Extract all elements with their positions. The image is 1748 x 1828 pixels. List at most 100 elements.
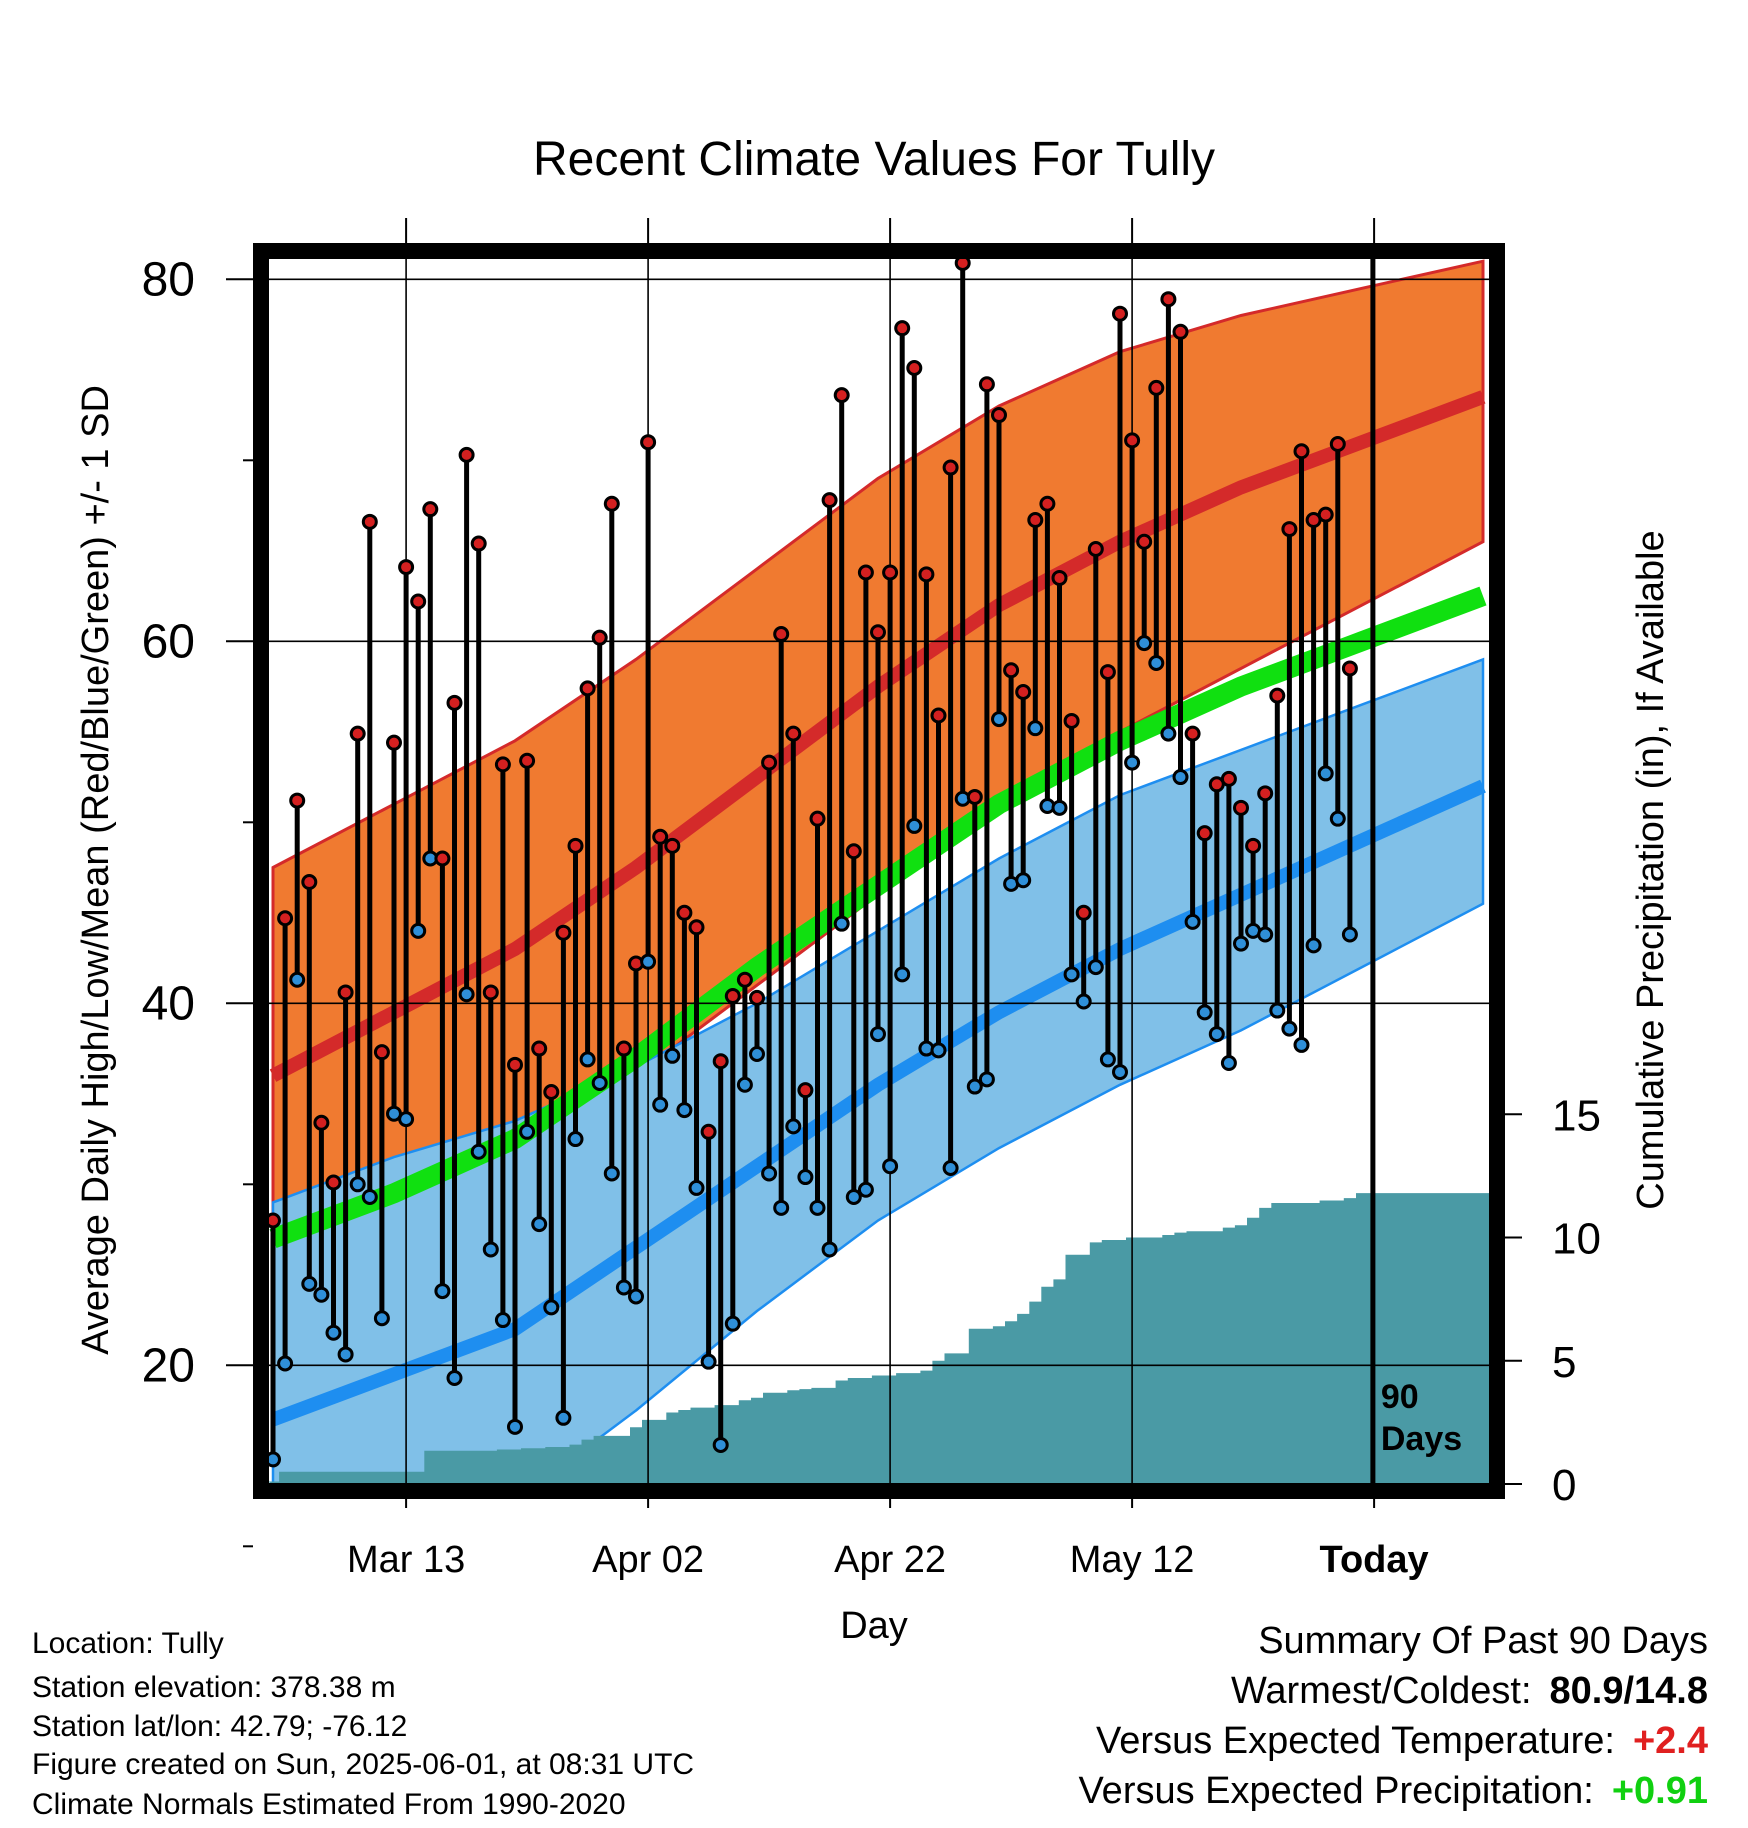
daily-low-point xyxy=(555,1409,572,1426)
daily-low-point xyxy=(507,1418,523,1435)
daily-high-point xyxy=(1317,506,1334,523)
chart-title: Recent Climate Values For Tully xyxy=(533,133,1215,186)
daily-high-point xyxy=(361,513,378,530)
daily-high-point xyxy=(1039,495,1056,512)
daily-low-point xyxy=(494,1312,511,1329)
daily-low-point xyxy=(664,1047,681,1064)
daily-high-point xyxy=(1087,540,1104,557)
daily-high-point xyxy=(833,387,850,404)
elevation-text: Station elevation: 378.38 m xyxy=(32,1671,396,1704)
daily-high-point xyxy=(882,564,899,581)
daily-high-point xyxy=(1148,379,1165,396)
daily-low-point xyxy=(458,986,475,1003)
daily-high-point xyxy=(991,407,1007,424)
daily-low-point xyxy=(361,1188,378,1205)
daily-low-point xyxy=(1112,1064,1128,1081)
daily-low-point xyxy=(313,1286,330,1303)
x-tick-label: Apr 22 xyxy=(834,1539,946,1581)
daily-low-point xyxy=(785,1118,802,1135)
daily-low-point xyxy=(567,1131,584,1148)
daily-low-point xyxy=(991,711,1007,728)
daily-low-point xyxy=(797,1169,814,1186)
daily-low-point xyxy=(1220,1055,1237,1072)
precip-label: Versus Expected Precipitation: xyxy=(1078,1770,1594,1812)
daily-low-point xyxy=(966,1078,983,1095)
daily-high-point xyxy=(1003,662,1020,679)
daily-low-point xyxy=(736,1076,753,1093)
x-tick-label: Mar 13 xyxy=(347,1539,465,1581)
daily-high-point xyxy=(458,446,475,463)
daily-low-point xyxy=(337,1346,354,1363)
daily-low-point xyxy=(1281,1020,1298,1037)
daily-high-point xyxy=(543,1083,560,1100)
daily-low-point xyxy=(373,1310,390,1327)
daily-high-point xyxy=(1124,432,1141,449)
daily-low-point xyxy=(676,1102,693,1119)
daily-high-point xyxy=(676,904,693,921)
daily-high-point xyxy=(1196,825,1213,842)
daily-high-point xyxy=(1160,291,1177,308)
warm-cold-value: 80.9/14.8 xyxy=(1549,1670,1708,1712)
y-tick-label: 40 xyxy=(142,977,195,1030)
daily-high-point xyxy=(1269,687,1286,704)
daily-high-point xyxy=(422,501,439,518)
daily-high-point xyxy=(712,1053,729,1070)
daily-low-point xyxy=(1341,926,1358,943)
daily-low-point xyxy=(870,1026,886,1043)
daily-low-point xyxy=(1305,937,1322,954)
daily-low-point xyxy=(591,1074,608,1091)
precip-value: +0.91 xyxy=(1611,1770,1708,1812)
daily-low-point xyxy=(1087,959,1104,976)
daily-high-point xyxy=(1329,436,1346,453)
daily-high-point xyxy=(749,989,765,1006)
daily-low-point xyxy=(1124,754,1141,771)
daily-high-point xyxy=(1075,904,1092,921)
daily-high-point xyxy=(1341,660,1358,677)
daily-low-point xyxy=(930,1042,947,1059)
daily-high-point xyxy=(918,566,935,583)
daily-high-point xyxy=(446,694,463,711)
daily-high-point xyxy=(1063,712,1080,729)
daily-high-point xyxy=(809,810,826,827)
daily-high-point xyxy=(1015,683,1032,700)
daily-high-point xyxy=(410,593,427,610)
daily-low-point xyxy=(906,817,923,834)
daily-high-point xyxy=(494,756,511,773)
daily-high-point xyxy=(603,495,620,512)
daily-low-point xyxy=(1172,769,1189,786)
summary-warm-cold: Warmest/Coldest: 80.9/14.8 xyxy=(1231,1670,1708,1713)
daily-high-point xyxy=(337,984,354,1001)
daily-low-point xyxy=(268,1451,281,1468)
daily-low-point xyxy=(1015,872,1032,889)
daily-high-point xyxy=(1257,785,1274,802)
daily-high-point xyxy=(398,559,415,576)
y-right-tick-label: 15 xyxy=(1552,1091,1601,1140)
daily-high-point xyxy=(1245,837,1262,854)
daily-low-point xyxy=(942,1160,959,1177)
daily-low-point xyxy=(1027,720,1044,737)
daily-low-point xyxy=(628,1288,644,1305)
daily-high-point xyxy=(1099,664,1116,681)
daily-high-point xyxy=(507,1056,523,1073)
daily-high-point xyxy=(434,850,451,867)
daily-high-point xyxy=(567,837,584,854)
daily-low-point xyxy=(1075,993,1092,1010)
location-text: Location: Tully xyxy=(32,1627,224,1660)
summary-precip: Versus Expected Precipitation: +0.91 xyxy=(1078,1770,1708,1813)
daily-low-point xyxy=(809,1199,826,1216)
temp-value: +2.4 xyxy=(1632,1720,1708,1762)
daily-low-point xyxy=(821,1241,838,1258)
daily-high-point xyxy=(870,624,886,641)
y-tick-label: 60 xyxy=(142,615,195,668)
plot-border xyxy=(253,243,1505,1499)
cumulative-precip-area xyxy=(268,1193,1490,1484)
daily-low-point xyxy=(1196,1004,1213,1021)
daily-low-point xyxy=(615,1279,632,1296)
daily-high-point xyxy=(845,843,862,860)
daily-high-point xyxy=(373,1044,390,1061)
daily-low-point xyxy=(749,1045,765,1062)
daily-high-point xyxy=(277,910,294,927)
daily-low-point xyxy=(724,1315,741,1332)
daily-low-point xyxy=(652,1096,669,1113)
daily-low-point xyxy=(531,1216,548,1233)
